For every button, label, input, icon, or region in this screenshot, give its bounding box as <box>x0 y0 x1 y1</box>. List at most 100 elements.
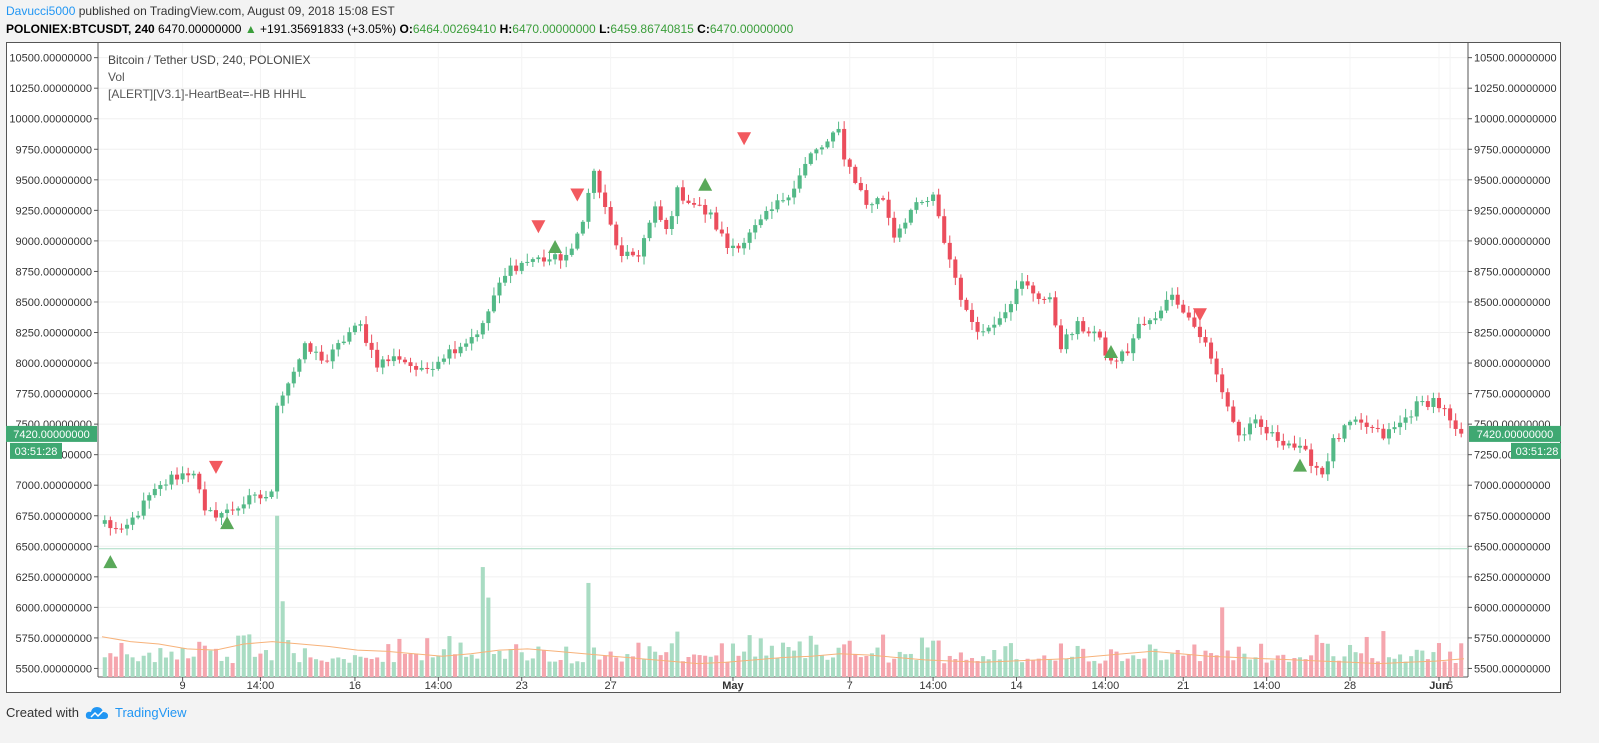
price-chart[interactable]: 10500.00000000 10250.00000000 10000.000000… <box>6 42 1561 693</box>
volume-bar <box>375 657 380 677</box>
candle-body <box>508 265 513 276</box>
volume-bar <box>508 649 513 677</box>
volume-bar <box>836 647 841 677</box>
volume-bar <box>608 651 613 677</box>
candle-body <box>614 224 619 246</box>
volume-bar <box>147 652 152 677</box>
volume-bar <box>1008 643 1013 677</box>
candle-body <box>708 212 713 215</box>
volume-bar <box>263 650 269 677</box>
candle-body <box>786 197 791 201</box>
candle-body <box>308 343 313 352</box>
candle-body <box>1398 422 1403 428</box>
y-tick-label-right: 9000.00000000 <box>1474 236 1550 248</box>
countdown-badge-right <box>1511 442 1561 459</box>
candle-body <box>1442 408 1447 410</box>
volume-bar <box>319 660 324 677</box>
candle-body <box>1375 427 1380 429</box>
signal-markers <box>103 132 1308 569</box>
candle-body <box>330 349 335 362</box>
candle-body <box>853 166 858 183</box>
volume-bar <box>1153 648 1158 677</box>
candle-body <box>797 175 802 189</box>
volume-bar <box>1164 659 1169 677</box>
volume-bar <box>919 637 925 677</box>
volume-bar <box>1175 649 1180 677</box>
candle-body <box>436 361 441 369</box>
volume-bar <box>1409 656 1414 677</box>
candle-body <box>575 233 580 249</box>
y-tick-label-left: 8500.00000000 <box>16 297 92 309</box>
candle-body <box>1042 298 1047 300</box>
candle-body <box>1203 337 1208 343</box>
volume-bar <box>1253 657 1258 677</box>
volume-bar <box>291 653 296 677</box>
volume-bar <box>1303 659 1308 677</box>
candle-body <box>619 245 624 257</box>
candle-body <box>519 262 524 271</box>
sell-signal-icon <box>531 220 546 234</box>
candle-body <box>1297 445 1303 448</box>
author-link[interactable]: Davucci5000 <box>6 4 76 18</box>
candle-body <box>1197 326 1202 338</box>
y-tick-label-left: 6750.00000000 <box>16 511 92 523</box>
volume-bar <box>858 657 863 677</box>
volume-bar <box>719 643 724 677</box>
volume-bar <box>969 658 975 677</box>
buy-signal-icon <box>1103 345 1118 359</box>
volume-bar <box>986 659 991 677</box>
volume-bar <box>664 652 669 677</box>
grid-group <box>98 43 1468 677</box>
volume-bar <box>197 641 202 677</box>
candle-body <box>263 496 269 499</box>
y-tick-label-left: 5500.00000000 <box>16 663 92 675</box>
volume-bar <box>330 658 335 677</box>
volume-bar <box>136 661 141 677</box>
volume-bar <box>914 660 919 677</box>
published-text: published on TradingView.com, August 09,… <box>78 4 395 18</box>
candle-body <box>325 360 330 362</box>
candle-body <box>175 474 180 480</box>
volume-bar <box>1147 644 1152 677</box>
x-tick-label: 23 <box>516 680 528 692</box>
x-tick-label: 28 <box>1344 680 1356 692</box>
candle-body <box>919 202 925 204</box>
legend-title: Bitcoin / Tether USD, 240, POLONIEX <box>108 53 311 67</box>
volume-bar <box>797 641 802 677</box>
candles <box>102 121 1464 536</box>
volume-bar <box>408 653 413 677</box>
volume-bar <box>1236 646 1241 677</box>
y-tick-label-left: 6000.00000000 <box>16 602 92 614</box>
volume-bar <box>864 655 869 677</box>
tradingview-link[interactable]: TradingView <box>114 705 187 720</box>
low-label: L: <box>599 22 611 36</box>
candle-body <box>747 232 752 243</box>
candle-body <box>986 327 991 332</box>
volume-bar <box>1025 658 1030 677</box>
candle-body <box>1064 334 1069 350</box>
candle-body <box>291 371 296 384</box>
volume-bar <box>441 649 446 677</box>
volume-bar <box>414 653 419 677</box>
candle-body <box>475 334 480 338</box>
candle-body <box>1097 331 1102 338</box>
volume-bar <box>958 652 963 677</box>
y-tick-label-left: 8250.00000000 <box>16 328 92 340</box>
y-tick-label-left: 9500.00000000 <box>16 175 92 187</box>
candle-body <box>1314 465 1319 468</box>
candle-body <box>430 368 435 370</box>
x-tick-label: 14:00 <box>919 680 947 692</box>
candle-body <box>1147 320 1152 325</box>
volume-bar <box>1125 658 1130 677</box>
sell-signal-icon <box>737 132 752 146</box>
volume-bar <box>269 660 274 677</box>
candle-body <box>364 324 369 343</box>
candle-body <box>503 275 508 283</box>
volume-bar <box>258 653 263 677</box>
volume-bar <box>1297 657 1303 677</box>
candle-body <box>1436 397 1442 409</box>
candle-body <box>386 359 391 362</box>
chart-legend: Bitcoin / Tether USD, 240, POLONIEX Vol … <box>108 52 311 103</box>
volume-bar <box>1103 660 1108 677</box>
y-tick-label-left: 7000.00000000 <box>16 480 92 492</box>
